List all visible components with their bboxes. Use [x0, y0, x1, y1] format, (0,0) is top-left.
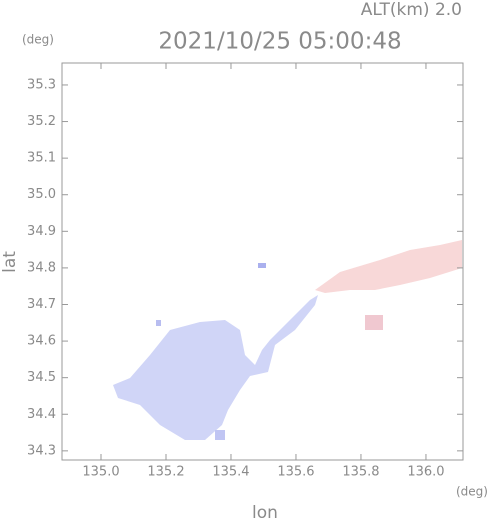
y-tick-label: 34.6 [27, 334, 56, 349]
x-unit: (deg) [456, 485, 488, 499]
y-axis-label: lat [0, 251, 20, 273]
y-tick-label: 34.3 [27, 443, 56, 458]
y-tick-label: 34.4 [27, 407, 56, 422]
y-tick-label: 34.8 [27, 260, 56, 275]
y-tick-label: 35.3 [27, 77, 56, 92]
y-tick-label: 35.1 [27, 151, 56, 166]
y-tick-label: 35.2 [27, 114, 56, 129]
echo-speck [258, 263, 266, 268]
plot-frame [61, 62, 464, 461]
chart-title: 2021/10/25 05:00:48 [158, 29, 401, 55]
x-tick-label: 136.0 [407, 465, 444, 480]
x-tick-label: 135.2 [147, 465, 184, 480]
y-unit: (deg) [22, 33, 54, 47]
x-tick-label: 135.6 [277, 465, 314, 480]
y-tick-label: 34.9 [27, 224, 56, 239]
y-tick-label: 35.0 [27, 187, 56, 202]
y-tick-label: 34.5 [27, 370, 56, 385]
x-tick-label: 135.0 [82, 465, 119, 480]
altitude-label: ALT(km) 2.0 [361, 0, 462, 20]
negative-echo [113, 295, 318, 440]
echo-speck [215, 430, 225, 440]
x-tick-label: 135.8 [342, 465, 379, 480]
positive-echo [315, 240, 462, 293]
x-tick-label: 135.4 [212, 465, 249, 480]
echo-area [113, 240, 462, 440]
echo-speck [365, 315, 383, 330]
echo-speck [156, 320, 161, 326]
x-axis-label: lon [252, 503, 278, 521]
y-tick-label: 34.7 [27, 297, 56, 312]
